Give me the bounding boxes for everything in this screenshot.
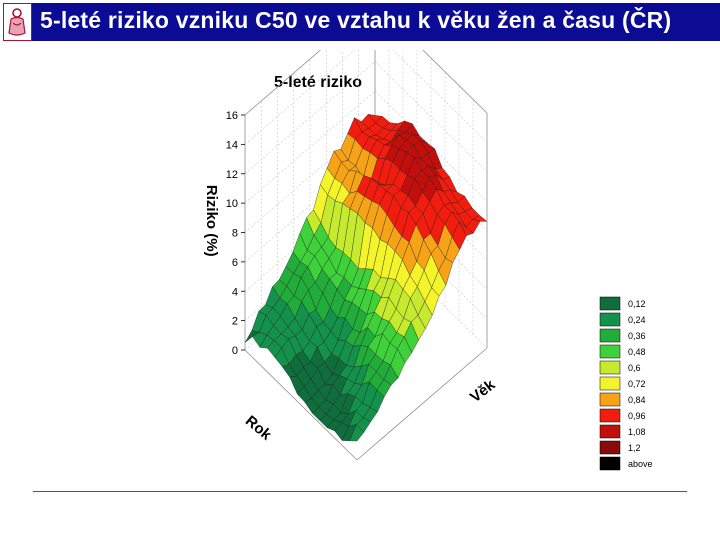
legend-swatch: [599, 312, 621, 327]
legend-swatch: [599, 296, 621, 311]
chart-area: 5-leté riziko 0 2 4 6 8 10 12 14 16 Riziko (%) V…: [0, 2, 720, 480]
surface-chart: 5-leté riziko 0 2 4 6 8 10 12 14 16 Riziko (%) V…: [203, 2, 653, 471]
title-band: [32, 3, 720, 41]
legend-swatch: [599, 408, 621, 423]
grid-line: [244, 90, 488, 204]
z-tick-label: 8: [232, 228, 238, 240]
legend-swatch: [599, 392, 621, 407]
legend-label: 0,6: [628, 363, 641, 373]
legend-swatch: [599, 328, 621, 343]
z-tick-label: 14: [226, 139, 238, 151]
chart-title: 5-leté riziko: [274, 74, 362, 91]
title-bar: 5-leté riziko vzniku C50 ve vztahu k věk…: [0, 0, 720, 44]
box-edge: [356, 347, 488, 461]
z-tick-label: 6: [232, 257, 238, 269]
legend-swatch: [599, 376, 621, 391]
z-axis-label: Riziko (%): [203, 185, 220, 257]
medical-figure-logo: [3, 3, 32, 41]
z-tick-label: 4: [232, 286, 238, 298]
logo-graphic: [3, 3, 32, 41]
z-tick-label: 12: [226, 169, 238, 181]
legend-swatch: [599, 456, 621, 471]
grid-line: [244, 31, 488, 145]
box-edge: [244, 349, 358, 461]
y-axis-label: Rok: [242, 412, 275, 444]
z-axis-ticks: 0 2 4 6 8 10 12 14 16: [226, 110, 245, 357]
slide-title: 5-leté riziko vzniku C50 ve vztahu k věk…: [40, 7, 672, 33]
legend-label: 0,48: [628, 347, 646, 357]
x-axis-label: Věk: [467, 376, 499, 406]
legend-label: above: [628, 459, 653, 469]
legend-swatch: [599, 360, 621, 375]
bottom-divider: [33, 491, 687, 492]
legend-label: 0,96: [628, 411, 646, 421]
surface-mesh: [244, 113, 488, 442]
legend-label: 0,12: [628, 299, 646, 309]
legend-label: 0,84: [628, 395, 646, 405]
legend-label: 0,36: [628, 331, 646, 341]
z-tick-label: 0: [232, 345, 238, 357]
legend: 0,12 0,24 0,36 0,48 0,6 0,72 0,84 0,96 1,08 1,2 ab…: [599, 296, 653, 471]
legend-swatch: [599, 344, 621, 359]
legend-swatch: [599, 424, 621, 439]
legend-label: 1,2: [628, 443, 641, 453]
legend-label: 0,24: [628, 315, 646, 325]
z-tick-label: 10: [226, 198, 238, 210]
z-tick-label: 2: [232, 316, 238, 328]
legend-label: 0,72: [628, 379, 646, 389]
grid-line: [244, 61, 488, 174]
surface-cell: [349, 424, 365, 442]
legend-label: 1,08: [628, 427, 646, 437]
z-tick-label: 16: [226, 110, 238, 122]
legend-swatch: [599, 440, 621, 455]
